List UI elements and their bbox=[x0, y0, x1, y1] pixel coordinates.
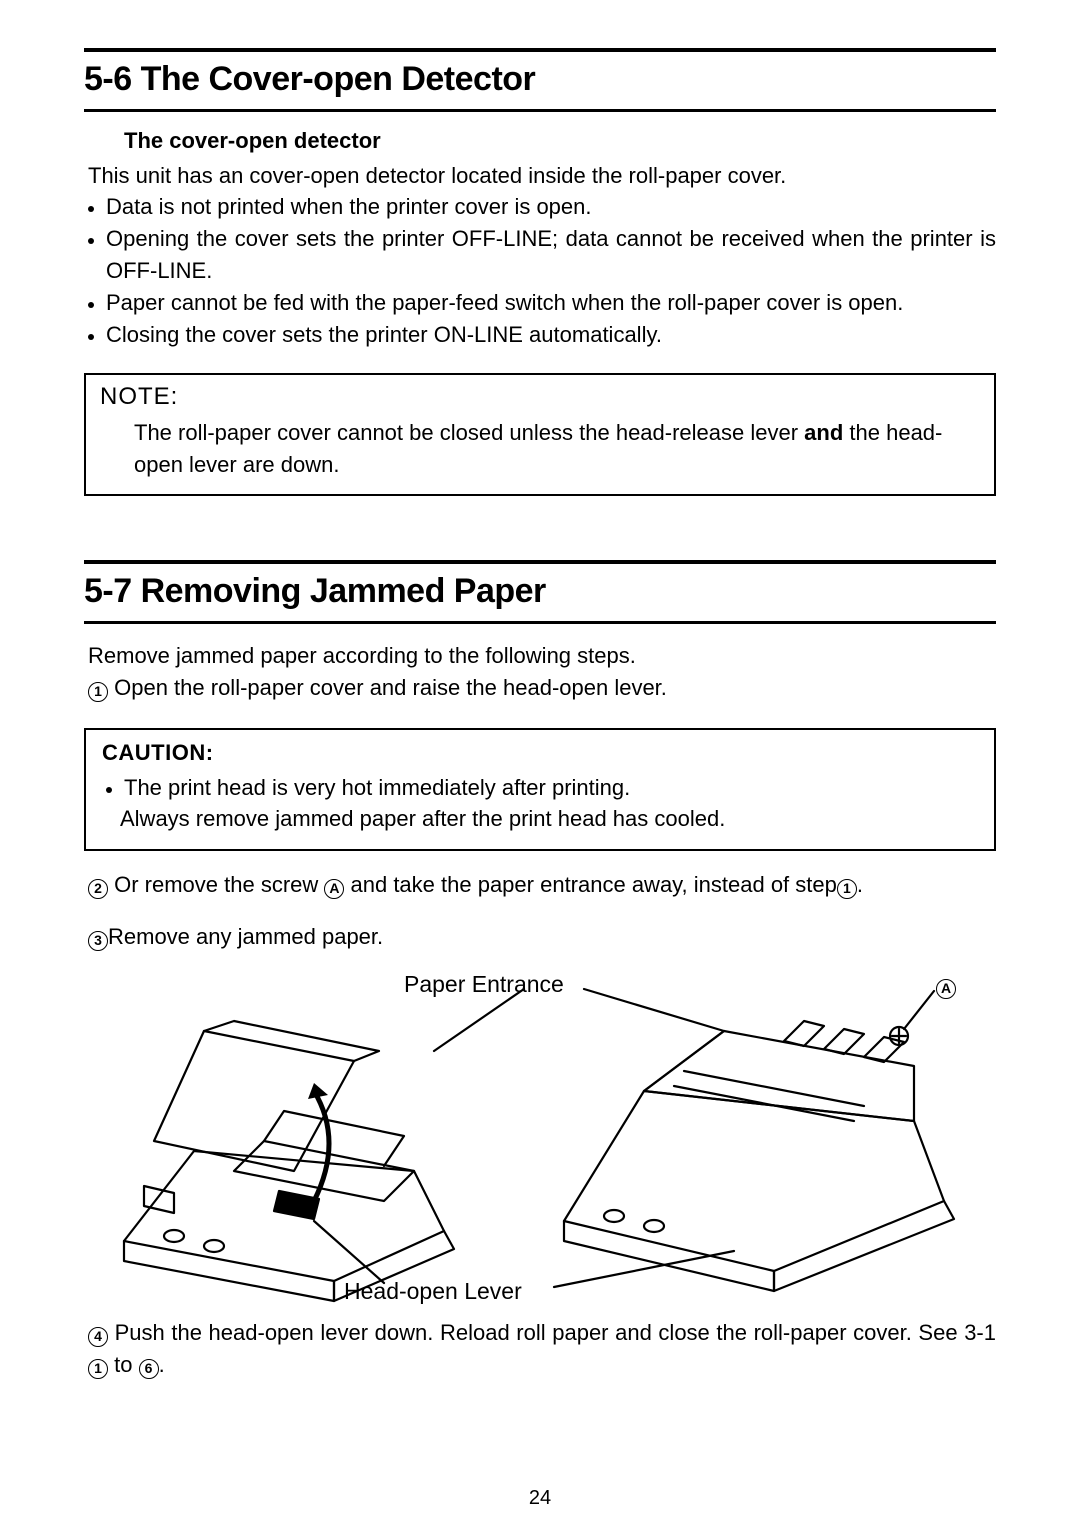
step-3: 3Remove any jammed paper. bbox=[88, 921, 996, 953]
step-4-tail: . bbox=[159, 1352, 165, 1377]
section-5-6-subheading: The cover-open detector bbox=[124, 128, 996, 154]
step-1-text: Open the roll-paper cover and raise the … bbox=[108, 675, 667, 700]
circled-a-icon: A bbox=[324, 879, 344, 899]
circled-2-icon: 2 bbox=[88, 879, 108, 899]
caution-bullet: The print head is very hot immediately a… bbox=[106, 772, 978, 804]
step-2: 2 Or remove the screw A and take the pap… bbox=[88, 869, 996, 901]
section-5-6-heading: 5-6 The Cover-open Detector bbox=[84, 48, 996, 112]
step-4-mid: to bbox=[108, 1352, 139, 1377]
bullet-item: Paper cannot be fed with the paper-feed … bbox=[88, 287, 996, 319]
step-2-pre: Or remove the screw bbox=[108, 872, 324, 897]
note-box: NOTE: The roll-paper cover cannot be clo… bbox=[84, 373, 996, 497]
step-4-pre: Push the head-open lever down. Reload ro… bbox=[108, 1320, 996, 1345]
note-text-pre: The roll-paper cover cannot be closed un… bbox=[134, 420, 804, 445]
printer-diagram-svg bbox=[84, 971, 994, 1311]
circled-3-icon: 3 bbox=[88, 931, 108, 951]
section-5-6-bullets: Data is not printed when the printer cov… bbox=[88, 191, 996, 350]
page-number: 24 bbox=[0, 1487, 1080, 1510]
step-3-text: Remove any jammed paper. bbox=[108, 924, 383, 949]
circled-1-icon: 1 bbox=[88, 682, 108, 702]
step-1: 1 Open the roll-paper cover and raise th… bbox=[88, 672, 996, 704]
bullet-item: Data is not printed when the printer cov… bbox=[88, 191, 996, 223]
caution-box: CAUTION: The print head is very hot imme… bbox=[84, 728, 996, 852]
circled-1-icon: 1 bbox=[88, 1359, 108, 1379]
bullet-item: Closing the cover sets the printer ON-LI… bbox=[88, 319, 996, 351]
note-label: NOTE: bbox=[100, 383, 980, 411]
caution-continuation: Always remove jammed paper after the pri… bbox=[120, 803, 978, 835]
bullet-item: Opening the cover sets the printer OFF-L… bbox=[88, 223, 996, 287]
step-4: 4 Push the head-open lever down. Reload … bbox=[88, 1317, 996, 1381]
step-2-tail: . bbox=[857, 872, 863, 897]
circled-4-icon: 4 bbox=[88, 1327, 108, 1347]
note-body: The roll-paper cover cannot be closed un… bbox=[134, 417, 980, 481]
section-5-6-intro: This unit has an cover-open detector loc… bbox=[88, 160, 996, 191]
paper-jam-figure: Paper Entrance A Head-open Lever bbox=[84, 971, 996, 1311]
step-2-post: and take the paper entrance away, instea… bbox=[344, 872, 836, 897]
section-5-7-heading: 5-7 Removing Jammed Paper bbox=[84, 560, 996, 624]
circled-1-icon: 1 bbox=[837, 879, 857, 899]
note-text-bold: and bbox=[804, 420, 843, 445]
caution-label: CAUTION: bbox=[102, 740, 978, 766]
section-5-7-intro: Remove jammed paper according to the fol… bbox=[88, 640, 996, 671]
circled-6-icon: 6 bbox=[139, 1359, 159, 1379]
